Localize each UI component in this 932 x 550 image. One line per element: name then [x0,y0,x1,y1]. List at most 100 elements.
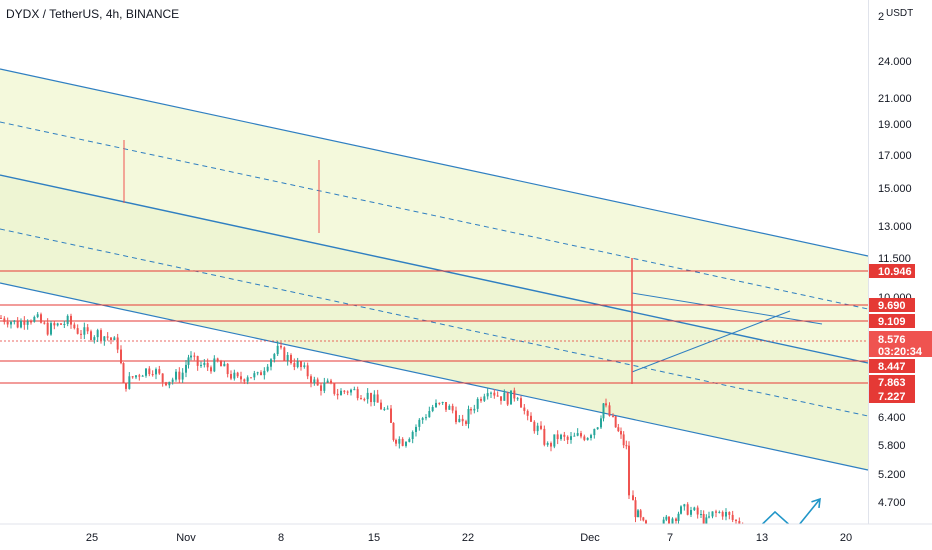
candle-body [465,421,467,424]
candle-body [461,418,464,422]
candle-body [392,422,395,440]
candle-body [73,324,76,329]
candle-body [425,417,427,419]
level-price-tag-label: 7.863 [878,377,906,389]
candle-body [693,507,696,511]
time-tick-label: 8 [278,532,284,544]
candle-body [310,376,312,384]
candle-body [725,511,727,517]
price-tick-label: 17.000 [878,150,912,162]
level-price-tag [869,298,915,312]
candle-body [683,504,686,507]
level-price-tag [869,389,915,403]
price-tick-label: 2 [878,11,884,23]
candle-body [523,407,526,411]
candle-body [135,375,137,378]
candle-body [203,362,206,365]
candle-body [246,377,249,382]
candle-body [608,405,611,416]
candle-body [240,376,242,380]
candle-body [100,330,102,341]
candle-body [66,315,69,324]
candle-body [253,373,256,378]
candle-body [634,500,637,518]
price-tick-label: 15.000 [878,183,912,195]
candle-body [220,361,222,367]
candle-body [165,382,167,386]
candle-body [96,330,99,338]
candle-body [151,374,154,376]
channel-upper-median [0,121,869,310]
candle-body [353,389,356,391]
candle-body [138,375,141,377]
candle-body [333,383,336,394]
candle-body [190,355,192,358]
candle-body [223,363,226,367]
candle-body [185,364,187,373]
candle-body [605,403,607,406]
candle-body [470,409,472,411]
candle-body [86,327,89,332]
candle-body [415,426,417,432]
candle-body [398,438,401,444]
currency-label: USDT [884,8,916,19]
candle-body [376,394,379,403]
candle-body [300,361,302,368]
candle-body [566,436,569,440]
candle-body [350,389,352,393]
candle-body [718,511,721,513]
candle-body [395,439,397,444]
price-axis-separator [868,0,869,524]
candle-body [336,393,339,396]
candle-body [110,337,112,341]
time-tick-label: 22 [462,532,474,544]
candle-body [6,321,9,325]
candle-body [573,435,576,437]
candle-body [213,358,216,372]
candle-body [50,323,52,335]
time-tick-label: 25 [86,532,98,544]
candle-body [168,381,171,386]
candle-body [445,402,447,410]
candle-body [373,394,376,403]
candle-body [20,320,22,328]
candle-body [696,507,699,515]
candle-body [602,403,605,419]
candle-body [131,376,134,378]
candle-body [293,363,296,367]
candle-body [171,379,174,382]
level-price-tag [869,359,915,373]
candle-body [600,418,602,428]
candle-body [438,402,441,404]
price-tick-label: 6.400 [878,412,906,424]
candle-body [731,514,734,520]
candle-body [628,445,630,496]
candle-body [193,355,196,357]
triangle-upper-line [631,292,823,325]
candle-body [76,328,79,334]
candle-body [458,418,461,423]
candle-body [155,369,157,375]
current-price-tag [869,331,932,357]
candle-body [128,376,131,389]
candle-body [435,402,437,408]
candle-body [200,364,202,366]
candle-body [226,363,229,375]
candle-body [675,518,677,521]
candle-body [448,405,451,410]
level-price-tag-label: 8.447 [878,361,906,373]
candle-body [3,318,6,322]
candle-body [340,390,342,396]
price-tick-label: 4.700 [878,497,906,509]
candle-body [580,433,582,437]
candle-body [614,416,617,428]
candle-body [250,377,252,379]
candle-body [390,408,392,423]
candle-body [467,409,470,424]
candle-body [513,390,516,399]
candle-body [408,439,411,442]
candle-body [668,516,670,524]
candle-body [493,392,496,396]
candle-body [360,398,362,400]
